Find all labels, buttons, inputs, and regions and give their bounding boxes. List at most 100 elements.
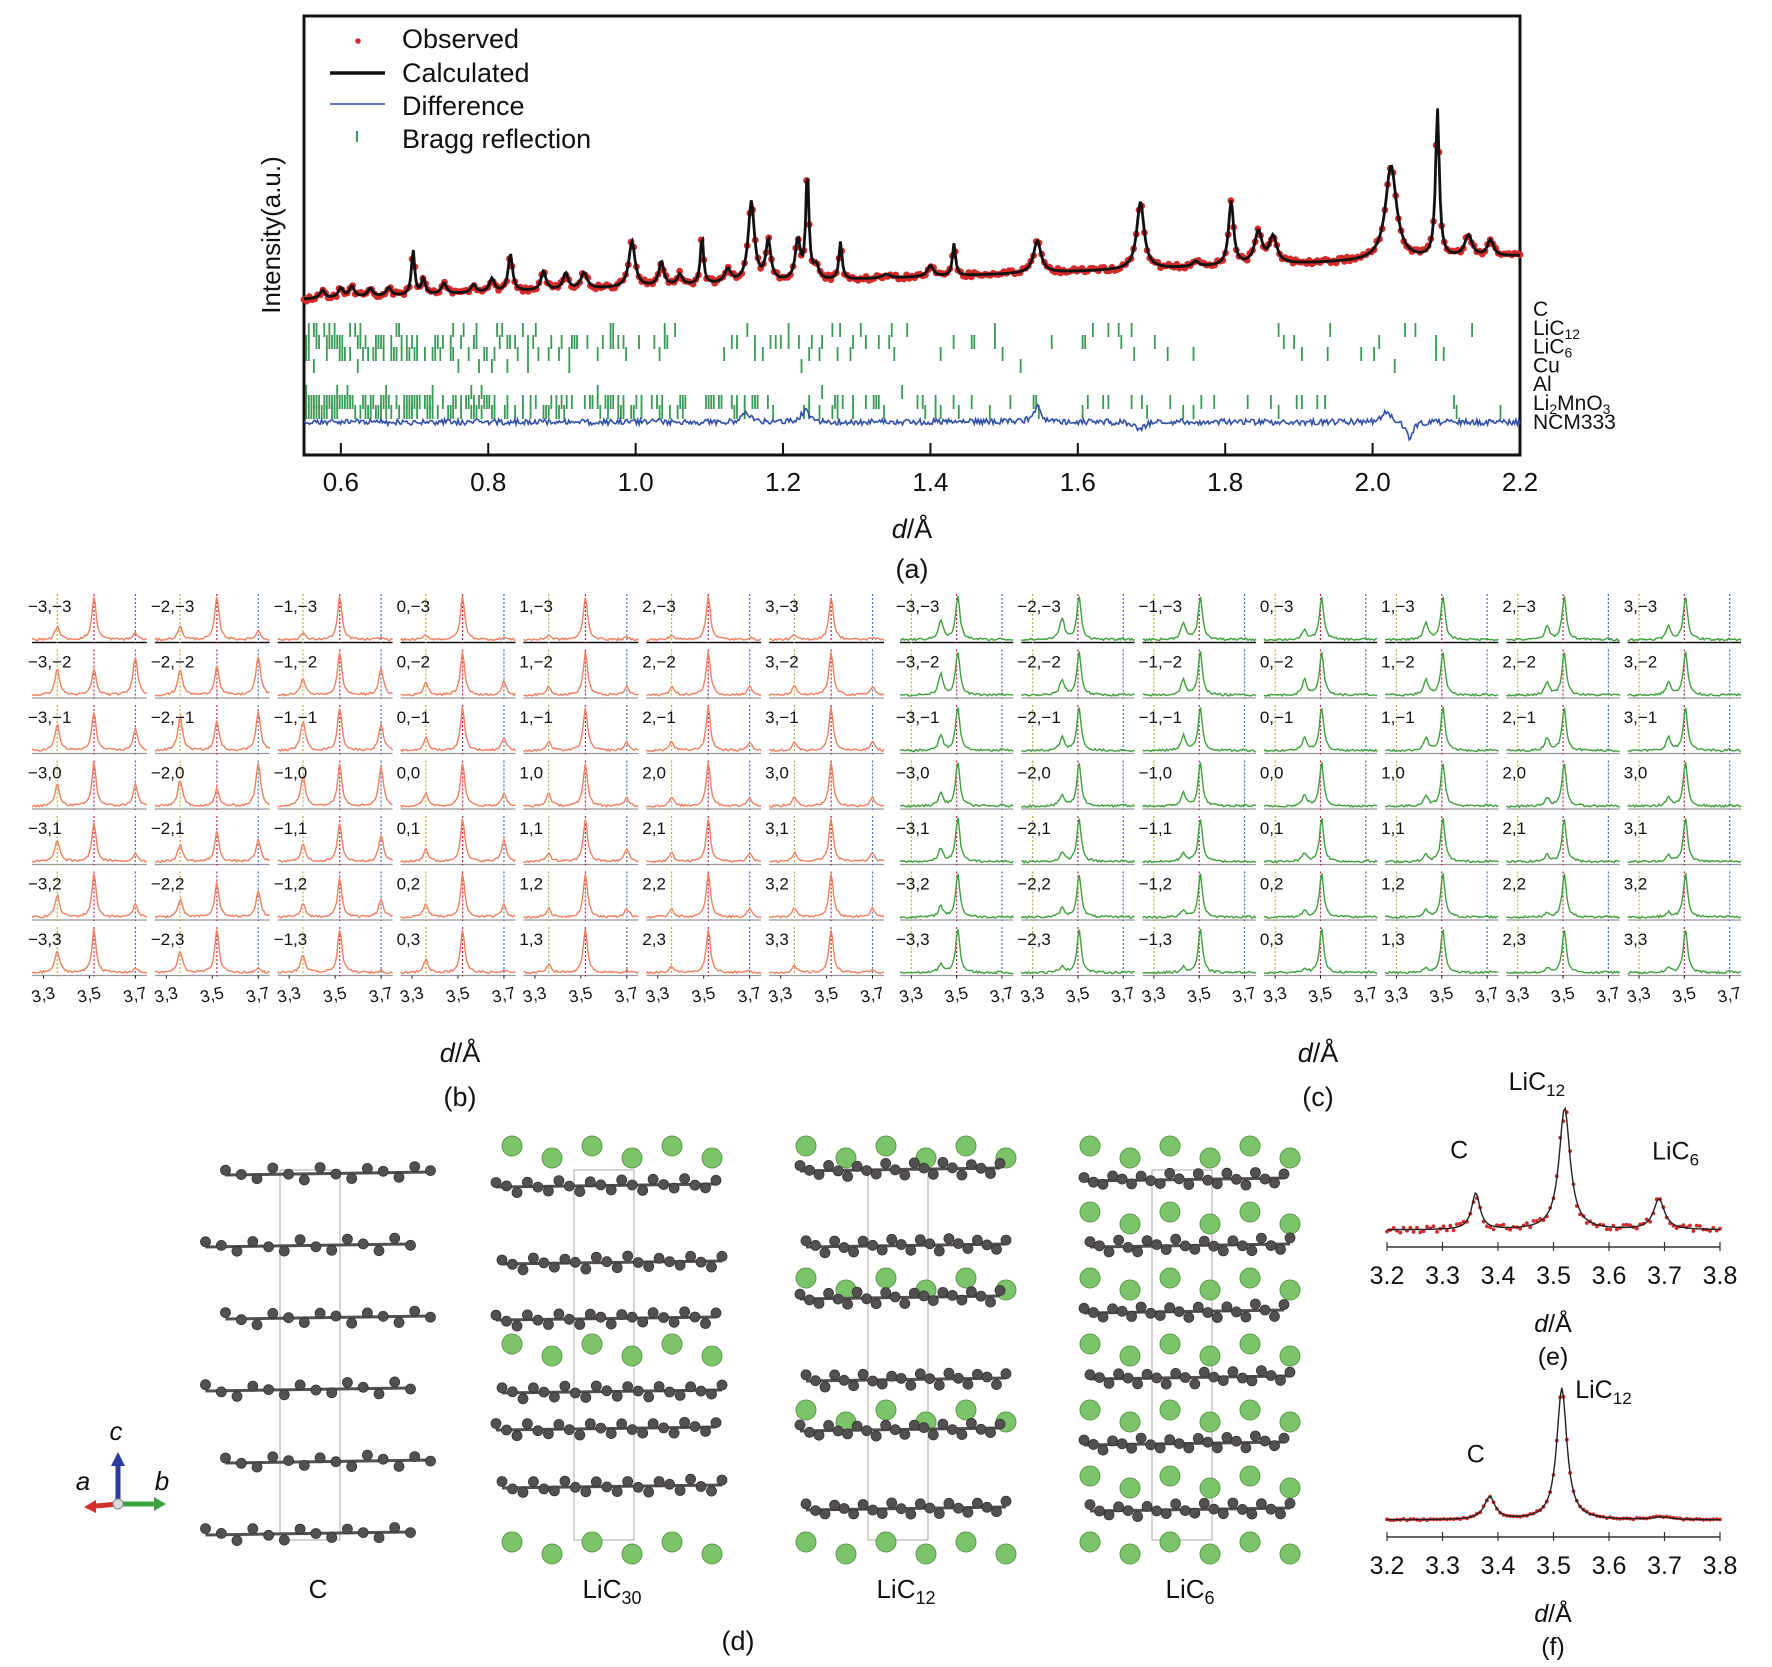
cell-label: 2,1 [1502, 819, 1526, 838]
observed-point [1455, 1222, 1459, 1227]
peak-curve [1505, 819, 1620, 864]
carbon-atom [1107, 1170, 1118, 1182]
legend-observed-marker [355, 38, 361, 44]
x-tick-label: 3,5 [690, 983, 717, 1007]
carbon-atom [1170, 1498, 1182, 1510]
y-axis-label: Intensity(a.u.) [256, 156, 286, 314]
carbon-atom [804, 1164, 815, 1176]
observed-point [1458, 1221, 1463, 1226]
carbon-atom [848, 1380, 859, 1392]
carbon-atom [393, 1461, 405, 1472]
peak-curve [646, 873, 762, 920]
carbon-atom [658, 1312, 669, 1323]
carbon-bond [225, 1314, 431, 1321]
carbon-atom [616, 1174, 628, 1186]
grid-cell: −3,0 [28, 760, 148, 810]
lithium-atom [1079, 1201, 1101, 1223]
carbon-atom [278, 1389, 290, 1401]
carbon-atom [595, 1311, 607, 1323]
graphene-layer [200, 1232, 416, 1257]
observed-point [1608, 1227, 1612, 1232]
peak-curve [1021, 707, 1135, 753]
cell-label: 3,−2 [765, 653, 799, 672]
carbon-atom [908, 1157, 920, 1169]
peak-curve [1020, 596, 1135, 642]
carbon-atom [937, 1157, 949, 1168]
carbon-atom [310, 1528, 322, 1539]
lithium-atom [1079, 1267, 1101, 1289]
carbon-atom [1183, 1179, 1195, 1190]
carbon-atom [674, 1485, 686, 1496]
carbon-atom [215, 1528, 227, 1539]
carbon-atom [1269, 1311, 1280, 1322]
carbon-atom [605, 1318, 617, 1330]
carbon-atom [616, 1418, 628, 1430]
carbon-atom [1265, 1503, 1277, 1515]
carbon-atom [310, 1384, 322, 1396]
carbon-atom [905, 1379, 917, 1391]
carbon-atom [1221, 1301, 1233, 1313]
carbon-atom [314, 1307, 326, 1319]
carbon-atom [848, 1508, 859, 1520]
grid-cell: 3,0 [765, 760, 885, 810]
grid-cell: −1,3 3,3 3,5 3,7 [1139, 927, 1258, 1007]
carbon-atom [393, 1317, 405, 1328]
carbon-atom [870, 1168, 882, 1180]
grid-cell: −2,−3 [151, 594, 270, 644]
carbon-atom [823, 1420, 834, 1431]
carbon-atom [1164, 1434, 1176, 1445]
carbon-atom [991, 1243, 1002, 1255]
peak-curve [31, 712, 147, 752]
cell-label: −3,2 [28, 875, 62, 894]
grid-cell: 3,1 [765, 816, 885, 866]
lithium-atom [581, 1333, 603, 1355]
carbon-atom [647, 1173, 659, 1185]
carbon-atom [1107, 1303, 1118, 1315]
grid-cell: −2,3 3,3 3,5 3,7 [151, 927, 271, 1007]
peak-curve [154, 882, 270, 919]
carbon-atom [283, 1312, 295, 1324]
carbon-atom [838, 1503, 850, 1514]
carbon-atom [838, 1242, 850, 1253]
grid-cell: 1,−1 [519, 705, 639, 755]
lithium-atom [955, 1267, 977, 1289]
carbon-atom [538, 1483, 550, 1495]
carbon-atom [943, 1233, 955, 1244]
cell-label: 1,2 [519, 875, 543, 894]
lithium-atom [1119, 1279, 1141, 1301]
structure-lic6: LiC6 [1078, 1135, 1301, 1608]
carbon-atom [1000, 1495, 1012, 1507]
carbon-atom [1256, 1498, 1267, 1510]
carbon-atom [653, 1381, 665, 1392]
grid-cell: −2,0 [1017, 760, 1136, 810]
lithium-atom [1279, 1279, 1301, 1301]
x-tick-label: 1.0 [618, 467, 654, 497]
structure-lic30: LiC30 [490, 1135, 728, 1608]
bragg-row-c [307, 323, 1473, 337]
lithium-atom [1159, 1135, 1181, 1157]
cell-label: 3,2 [765, 875, 789, 894]
carbon-atom [283, 1168, 295, 1180]
lithium-atom [875, 1267, 897, 1289]
grid-cell: 1,3 3,3 3,5 3,7 [1381, 927, 1500, 1007]
carbon-atom [658, 1179, 669, 1190]
graphene-layer [1078, 1298, 1290, 1323]
carbon-atom [215, 1240, 227, 1251]
carbon-atom [346, 1317, 358, 1329]
carbon-atom [263, 1384, 275, 1395]
carbon-atom [924, 1238, 936, 1250]
cell-label: −3,−1 [896, 708, 940, 727]
grid-cell: −2,−1 [151, 705, 271, 755]
carbon-atom [975, 1290, 987, 1302]
carbon-atom [1078, 1302, 1090, 1314]
carbon-atom [346, 1173, 358, 1184]
a-axis-arrowhead [84, 1500, 96, 1513]
carbon-atom [991, 1379, 1002, 1390]
observed-point [1491, 1227, 1496, 1232]
x-tick-label: 3,7 [988, 983, 1015, 1007]
carbon-atom [1211, 1312, 1223, 1323]
carbon-atom [800, 1369, 812, 1381]
carbon-atom [985, 1427, 996, 1438]
carbon-atom [1250, 1430, 1261, 1442]
lithium-atom [955, 1135, 977, 1157]
